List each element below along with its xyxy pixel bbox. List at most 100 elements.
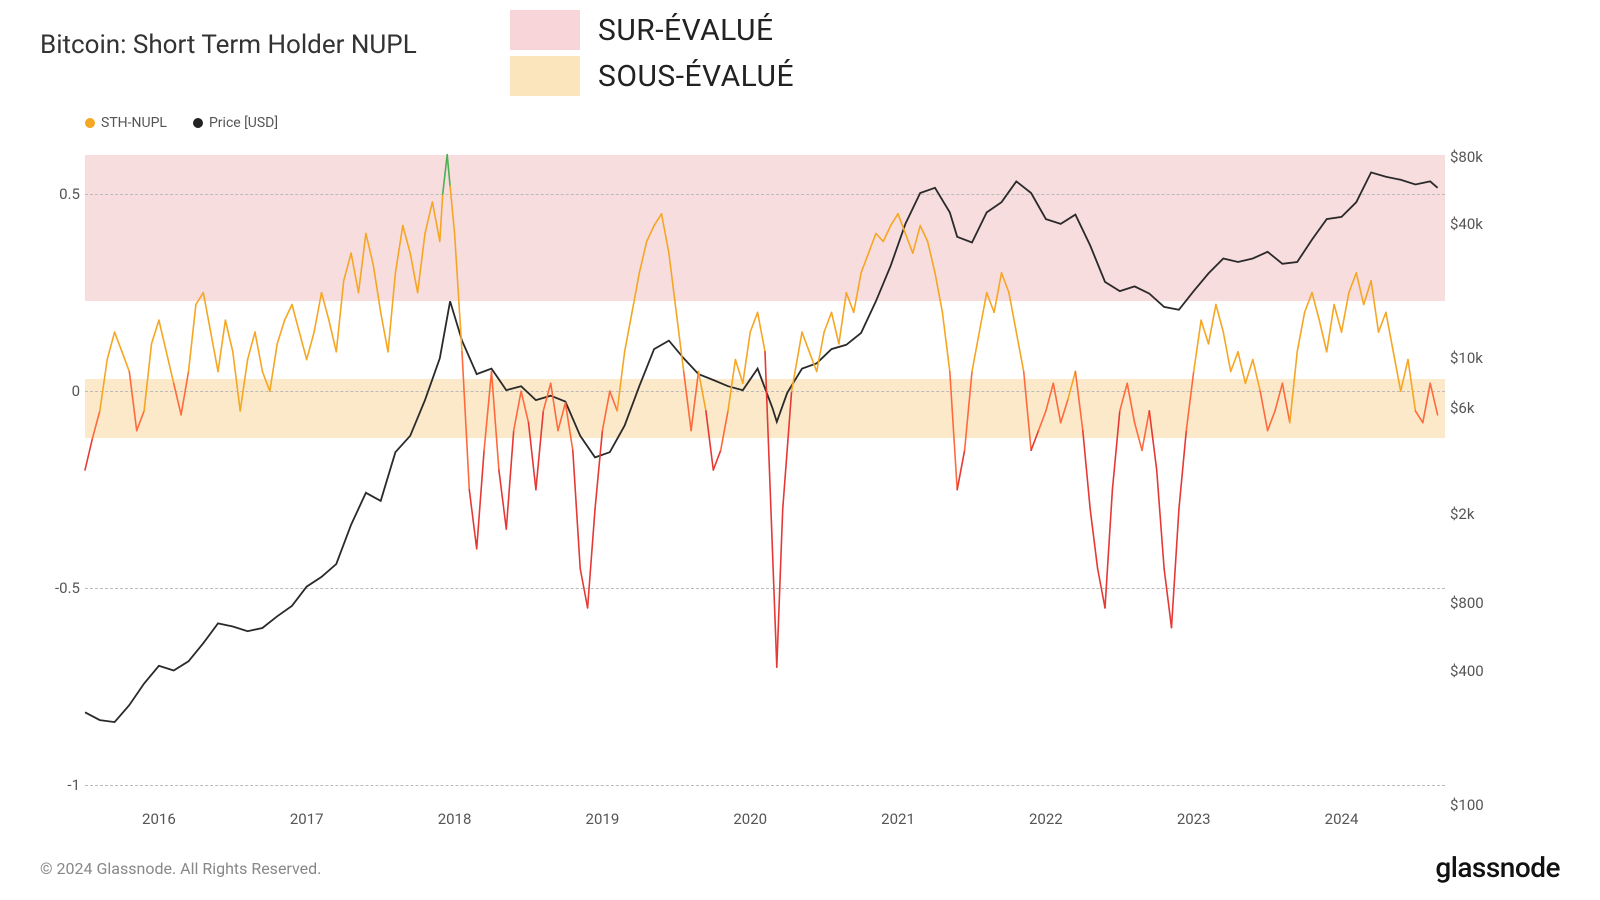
nupl-segment [735,360,742,384]
nupl-segment [654,214,661,226]
y-left-tick: -0.5 [55,579,80,597]
nupl-segment [1120,383,1127,411]
nupl-segment [1379,312,1386,332]
nupl-segment [514,391,521,430]
nupl-segment [792,332,802,391]
nupl-segment [1327,305,1334,352]
x-tick: 2022 [1029,810,1063,828]
nupl-segment [1415,411,1422,423]
nupl-segment [255,332,262,371]
nupl-segment [137,411,144,431]
nupl-segment [994,273,1001,313]
nupl-segment [211,332,218,371]
nupl-segment [418,234,425,293]
y-right-tick: $2k [1450,505,1474,523]
nupl-segment [529,423,536,490]
nupl-segment [115,332,122,352]
nupl-segment [469,490,476,549]
chart-title: Bitcoin: Short Term Holder NUPL [40,30,417,60]
nupl-segment [322,293,329,321]
nupl-segment [625,312,632,351]
nupl-segment [395,226,402,273]
nupl-segment [580,569,587,608]
nupl-segment [218,320,225,371]
nupl-segment [1186,372,1193,431]
nupl-segment [551,383,558,430]
y-left-tick: -1 [67,776,80,794]
x-tick: 2023 [1177,810,1211,828]
nupl-segment [1430,383,1437,415]
legend-dot-price [193,118,203,128]
nupl-segment [1386,312,1393,351]
y-left-tick: 0.5 [59,185,80,203]
nupl-segment [913,226,920,254]
nupl-segment [920,226,927,242]
nupl-segment [1245,360,1252,384]
nupl-segment [410,253,417,292]
nupl-segment [189,305,196,372]
nupl-segment [1090,509,1097,568]
nupl-segment [602,391,609,430]
nupl-segment [676,312,683,371]
nupl-segment [1216,305,1223,333]
nupl-segment [1194,320,1201,371]
nupl-segment [861,253,868,273]
nupl-segment [595,431,602,510]
nupl-segment [1142,411,1149,450]
nupl-segment [1016,332,1023,371]
nupl-segment [277,320,284,344]
nupl-segment [1334,305,1341,333]
nupl-segment [965,372,972,451]
x-axis: 201620172018201920202021202220232024 [85,810,1445,835]
nupl-segment [1260,391,1267,430]
nupl-segment [1342,293,1349,333]
nupl-segment [462,352,469,490]
nupl-segment [1179,431,1186,510]
nupl-segment [691,372,698,431]
nupl-segment [388,273,395,352]
nupl-segment [832,312,839,344]
nupl-segment [817,332,824,371]
nupl-segment [1238,352,1245,384]
nupl-segment [942,312,949,371]
nupl-segment [669,253,676,312]
nupl-segment [854,273,861,313]
nupl-segment [935,273,942,313]
nupl-segment [1423,383,1430,422]
nupl-segment [802,332,809,352]
nupl-segment [772,549,776,667]
nupl-segment [728,360,735,411]
nupl-segment [1157,470,1164,569]
nupl-segment [979,293,986,333]
annotation-label-undervalued: SOUS-ÉVALUÉ [598,59,794,94]
nupl-segment [1401,360,1408,392]
nupl-segment [972,332,979,371]
x-tick: 2019 [586,810,620,828]
legend-label-nupl: STH-NUPL [101,115,167,131]
legend-dot-nupl [85,118,95,128]
nupl-segment [432,202,439,241]
nupl-segment [425,202,432,234]
nupl-segment [558,403,565,431]
nupl-segment [336,281,343,352]
x-tick: 2020 [733,810,767,828]
nupl-segment [928,241,935,273]
nupl-segment [647,226,654,242]
nupl-segment [809,352,816,372]
nupl-segment [129,372,136,431]
x-tick: 2017 [290,810,324,828]
nupl-segment [1024,372,1031,451]
nupl-segment [1364,281,1371,305]
nupl-segment [1290,352,1297,423]
nupl-segment [1275,383,1282,411]
nupl-segment [225,320,232,352]
x-tick: 2021 [881,810,915,828]
nupl-segment [588,509,595,608]
nupl-segment [373,265,380,312]
nupl-segment [1068,372,1075,400]
nupl-segment [233,352,240,411]
nupl-segment [1268,411,1275,431]
nupl-segment [824,312,831,332]
nupl-segment [1282,383,1289,422]
nupl-segment [1135,423,1142,451]
